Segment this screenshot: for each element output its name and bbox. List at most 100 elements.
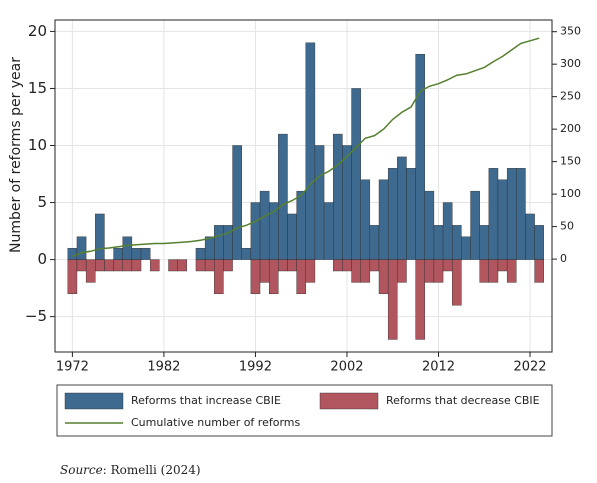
bar xyxy=(214,225,224,260)
bar xyxy=(195,259,206,272)
x-tick-label: 2022 xyxy=(513,360,546,375)
bar xyxy=(452,225,462,260)
bar xyxy=(387,259,398,340)
bar xyxy=(314,145,325,260)
bar xyxy=(223,259,233,272)
bar xyxy=(296,190,306,260)
bar xyxy=(268,259,279,295)
bar xyxy=(378,179,389,260)
bar xyxy=(488,168,499,260)
bar xyxy=(497,259,508,272)
bar xyxy=(516,168,526,260)
bar xyxy=(323,202,334,260)
cumulative-line xyxy=(72,37,540,258)
bar xyxy=(424,259,435,283)
bar xyxy=(479,225,490,260)
bar xyxy=(415,54,425,260)
bar xyxy=(287,259,297,272)
bar xyxy=(76,259,87,272)
bar xyxy=(369,225,380,260)
bar xyxy=(95,259,105,272)
bar xyxy=(195,247,206,260)
y-axis-title: Number of reforms per year xyxy=(8,57,24,253)
bar xyxy=(534,225,544,260)
y-tick-label: −5 xyxy=(25,307,47,325)
bar xyxy=(378,259,389,295)
y-tick-label: 0 xyxy=(37,250,47,268)
y2-tick-label: 350 xyxy=(560,25,581,38)
bar xyxy=(442,202,453,260)
bar xyxy=(424,190,435,260)
legend-box xyxy=(56,384,553,437)
bar xyxy=(122,236,133,260)
x-tick-label: 1982 xyxy=(147,360,180,375)
bar xyxy=(259,190,270,260)
y2-tick-label: 300 xyxy=(560,57,581,70)
source-text: : Romelli (2024) xyxy=(103,463,201,477)
x-tick-label: 1972 xyxy=(56,360,89,375)
bar xyxy=(113,259,123,272)
source-label: Source xyxy=(60,463,103,477)
bar xyxy=(461,236,471,260)
bar xyxy=(250,259,261,295)
bar xyxy=(122,259,133,272)
bar xyxy=(250,202,261,260)
x-tick-label: 1992 xyxy=(239,360,272,375)
bar xyxy=(452,259,462,306)
bar xyxy=(168,259,178,272)
bar xyxy=(406,168,416,260)
y-tick-label: 5 xyxy=(37,193,47,211)
bar xyxy=(506,259,517,283)
bar xyxy=(479,259,490,283)
bar xyxy=(287,213,297,260)
bar xyxy=(85,259,96,283)
bar xyxy=(305,42,316,260)
bar xyxy=(204,236,215,260)
bar xyxy=(259,259,270,283)
bar xyxy=(342,145,352,260)
bar xyxy=(470,190,480,260)
bar xyxy=(131,259,142,272)
legend-swatch xyxy=(64,392,124,410)
bar xyxy=(305,259,316,283)
bar xyxy=(241,247,252,260)
plot-frame xyxy=(54,19,553,353)
bar xyxy=(397,259,407,283)
bar xyxy=(433,225,444,260)
bar xyxy=(204,259,215,272)
bar xyxy=(442,259,453,272)
x-tick-label: 2012 xyxy=(422,360,455,375)
legend-label: Reforms that increase CBIE xyxy=(131,394,281,407)
legend-label: Cumulative number of reforms xyxy=(131,416,301,429)
bar xyxy=(351,88,361,260)
legend-swatch xyxy=(319,392,379,410)
x-tick-label: 2002 xyxy=(330,360,363,375)
y-tick-label: 15 xyxy=(28,79,47,97)
bar xyxy=(397,156,407,260)
bar xyxy=(415,259,425,340)
bar xyxy=(113,247,123,260)
bar xyxy=(488,259,499,283)
bar xyxy=(342,259,352,272)
bar xyxy=(67,259,78,295)
bar xyxy=(433,259,444,283)
bar xyxy=(525,213,535,260)
y2-tick-label: 150 xyxy=(560,155,581,168)
y-tick-label: 20 xyxy=(28,22,47,40)
bar xyxy=(140,247,151,260)
bar xyxy=(360,179,371,260)
y2-tick-label: 0 xyxy=(560,252,567,265)
source: Source: Romelli (2024) xyxy=(60,463,201,477)
y2-tick-label: 200 xyxy=(560,122,581,135)
y2-tick-label: 100 xyxy=(560,187,581,200)
bar xyxy=(333,133,343,260)
bar xyxy=(278,259,288,272)
bar xyxy=(214,259,224,295)
bar xyxy=(95,213,105,260)
bar xyxy=(387,168,398,260)
bar xyxy=(232,145,242,260)
bar xyxy=(149,259,160,272)
bar xyxy=(534,259,544,283)
bar xyxy=(333,259,343,272)
